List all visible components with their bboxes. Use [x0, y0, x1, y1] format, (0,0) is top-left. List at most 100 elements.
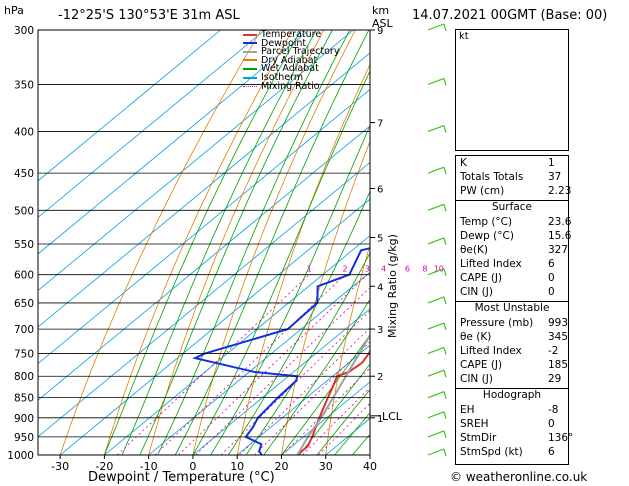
index-key: Lifted Index	[460, 345, 522, 357]
wind-barb	[427, 391, 445, 399]
index-row: CAPE (J) 0	[456, 272, 568, 287]
index-key: θe (K)	[460, 331, 492, 343]
x-tick-label: 40	[363, 460, 377, 473]
legend-label: Isotherm	[261, 72, 304, 83]
wind-barb-flag	[443, 347, 447, 355]
hpa-label: hPa	[4, 4, 24, 17]
km-label: km	[372, 4, 390, 17]
legend-item: Dewpoint	[243, 37, 307, 49]
mixing-ratio-line	[116, 274, 310, 455]
index-row: StmDir 136°	[456, 432, 573, 447]
wind-barb-flag	[443, 166, 447, 175]
index-key: StmSpd (kt)	[460, 446, 523, 458]
section-separator	[456, 301, 568, 302]
asl-label: ASL	[372, 17, 393, 30]
pressure-tick-label: 750	[14, 348, 34, 360]
section-title: Hodograph	[482, 389, 542, 401]
index-row: SREH 0	[456, 418, 568, 433]
location-title: -12°25'S 130°53'E 31m ASL	[58, 8, 240, 23]
lcl-label: LCL	[382, 410, 402, 423]
index-value: 0	[548, 418, 555, 430]
index-row: Pressure (mb) 993	[456, 317, 568, 332]
section-title: Most Unstable	[474, 302, 550, 314]
legend-label: Parcel Trajectory	[261, 46, 340, 58]
wind-barb-flag	[443, 237, 447, 246]
isotherm-line	[38, 125, 370, 401]
wind-barb	[427, 369, 445, 377]
index-row: Lifted Index -2	[456, 345, 568, 360]
index-value: 37	[548, 171, 562, 183]
wet-adiabat-line	[227, 190, 370, 455]
index-value: -2	[548, 345, 559, 357]
dry-adiabat-line	[587, 30, 629, 455]
km-tick-label: 5	[377, 233, 383, 244]
legend-label: Mixing Ratio	[261, 80, 320, 92]
pressure-tick-label: 900	[14, 413, 34, 425]
index-row: CAPE (J) 185	[456, 359, 568, 374]
legend-label: Wet Adiabat	[261, 63, 319, 75]
section-separator	[456, 388, 568, 389]
index-value: 1	[548, 157, 555, 169]
index-key: Totals Totals	[460, 171, 524, 183]
pressure-tick-label: 400	[14, 127, 34, 139]
x-tick-label: 0	[189, 460, 196, 473]
mixing-ratio-line	[195, 287, 370, 455]
pressure-tick-label: 500	[14, 205, 34, 217]
legend-item: Temperature	[243, 30, 321, 39]
index-key: K	[460, 157, 467, 169]
x-tick-label: -10	[140, 460, 158, 473]
index-row: PW (cm) 2.23	[456, 185, 572, 200]
x-tick-label: -20	[95, 460, 113, 473]
copyright: © weatheronline.co.uk	[450, 470, 588, 484]
mixing-ratio-line	[220, 310, 370, 455]
x-tick-label: -30	[51, 460, 69, 473]
mixing-ratio-label: 6	[405, 265, 410, 274]
pressure-tick-label: 350	[14, 79, 34, 91]
index-value: 0	[548, 272, 555, 284]
wind-barb	[427, 237, 445, 245]
km-tick-label: 4	[377, 282, 383, 293]
km-tick-label: 3	[377, 325, 383, 336]
index-key: StmDir	[460, 432, 497, 444]
index-key: Pressure (mb)	[460, 317, 534, 329]
wind-barb	[427, 166, 445, 174]
wind-barb	[427, 296, 445, 304]
index-row: θe (K) 345	[456, 331, 568, 346]
dry-adiabat-line	[104, 30, 293, 455]
index-row: Dewp (°C) 15.6	[456, 230, 571, 245]
legend-label: Temperature	[261, 29, 322, 40]
hodograph-kt-label: kt	[459, 31, 469, 42]
index-key: SREH	[460, 418, 489, 430]
wind-barb	[427, 124, 445, 133]
mixing-ratio-label: 1	[307, 265, 312, 274]
wind-barb-flag	[443, 23, 447, 32]
wind-barb-flag	[443, 125, 447, 133]
mixing-ratio-line	[154, 274, 346, 455]
km-tick-label: 2	[377, 372, 383, 383]
isotherm-line	[281, 381, 370, 455]
index-value: 2.23	[548, 185, 572, 197]
plot-frame	[37, 29, 371, 456]
legend-label: Dewpoint	[261, 37, 307, 49]
index-key: Lifted Index	[460, 258, 522, 270]
isotherm-line	[38, 30, 221, 182]
index-value: -8	[548, 404, 559, 416]
wind-barb	[427, 346, 445, 355]
wet-adiabat-line	[298, 363, 370, 455]
index-row: Lifted Index 6	[456, 258, 568, 273]
wind-barb	[427, 203, 445, 211]
indices-panel: K 1 Totals Totals 37 PW (cm) 2.23 Surface Temp …	[455, 155, 573, 465]
pressure-tick-label: 850	[14, 393, 34, 405]
legend-item: Parcel Trajectory	[243, 47, 339, 56]
wind-barb-flag	[443, 78, 447, 86]
index-row: CIN (J) 0	[456, 286, 568, 301]
wet-adiabat-line	[174, 30, 370, 455]
mixing-ratio-label: 10	[434, 265, 444, 274]
index-key: Temp (°C)	[460, 216, 513, 228]
index-key: CAPE (J)	[460, 272, 503, 284]
wind-barb	[427, 430, 445, 438]
index-row: EH -8	[456, 404, 568, 419]
pressure-tick-label: 450	[14, 168, 34, 180]
legend-swatch	[243, 59, 257, 62]
